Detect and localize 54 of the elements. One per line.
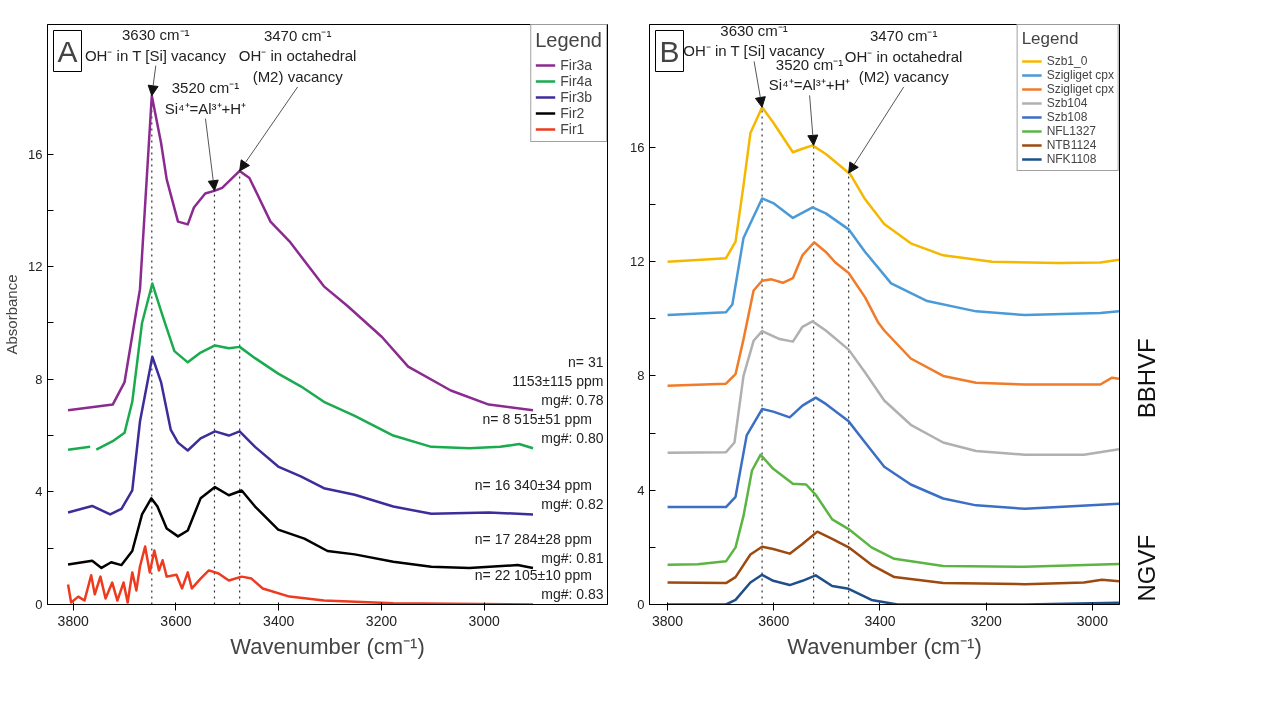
y-tick-label: 16 [28, 146, 43, 162]
legend-label: Szigliget cpx [1046, 68, 1114, 82]
annotation: n= 22 105±10 ppm mg#: 0.83 [474, 567, 604, 603]
y-tick-label: 8 [637, 368, 645, 384]
legend-label: Fir3b [560, 89, 593, 105]
x-tick-label: 3400 [263, 612, 295, 629]
y-tick-label: 0 [637, 597, 645, 612]
legend-label: Szigliget cpx [1046, 82, 1114, 96]
legend-label: NTB1124 [1046, 138, 1097, 152]
x-tick-label: 3200 [365, 612, 398, 629]
annotation: 3630 cm⁻¹ OH⁻ in T [Si] vacancy [84, 26, 227, 64]
line-series [666, 396, 1120, 511]
line-series [666, 573, 1120, 605]
legend-label: NFL1327 [1046, 124, 1096, 138]
y-tick-label: 16 [630, 139, 645, 155]
text: NGVF [1133, 534, 1160, 602]
legend-label: Fir4a [560, 73, 593, 89]
line-series [666, 240, 1120, 387]
legend-label: Fir2 [560, 105, 585, 121]
line-series [666, 453, 1120, 569]
x-tick-label: 3800 [57, 612, 89, 629]
legend-title: Legend [1021, 29, 1080, 49]
y-tick-label: 4 [637, 482, 645, 498]
y-tick-label: 0 [35, 597, 43, 612]
y-tick-label: 12 [28, 259, 43, 275]
legend-title: Legend [535, 29, 602, 52]
x-tick-label: 3400 [864, 612, 896, 629]
x-tick-label: 3600 [160, 612, 192, 629]
x-tick-label: 3200 [970, 612, 1002, 629]
annotation: n= 31 1153±115 ppm mg#: 0.78 [512, 353, 604, 409]
y-tick-label: 12 [630, 254, 645, 270]
line-series [666, 320, 1120, 457]
legend-label: Szb1_0 [1046, 54, 1088, 68]
annotation: n= 8 515±51 ppm mg#: 0.80 [482, 411, 604, 447]
annotation: n= 16 340±34 ppm mg#: 0.82 [474, 477, 604, 513]
line-series [666, 197, 1120, 317]
x-tick-label: 3000 [468, 612, 500, 629]
legend-label: Fir3a [560, 57, 593, 73]
text: BBHVF [1133, 338, 1160, 419]
x-axis-title: Wavenumber (cm⁻¹) [230, 633, 425, 659]
x-axis-title: Wavenumber (cm⁻¹) [787, 633, 982, 659]
legend-label: Fir1 [560, 121, 585, 137]
y-tick-label: 8 [35, 371, 43, 387]
annotation: A [57, 34, 78, 68]
x-tick-label: 3600 [758, 612, 790, 629]
x-tick-label: 3800 [651, 612, 684, 629]
x-tick-label: 3000 [1076, 612, 1109, 629]
annotation: B [659, 34, 680, 68]
line-series [666, 530, 1120, 586]
legend-label: Szb108 [1046, 110, 1088, 124]
y-tick-label: 4 [35, 484, 43, 500]
legend-label: NFK1108 [1046, 152, 1097, 166]
y-axis-title: Absorbance [3, 274, 21, 355]
legend-label: Szb104 [1046, 96, 1088, 110]
